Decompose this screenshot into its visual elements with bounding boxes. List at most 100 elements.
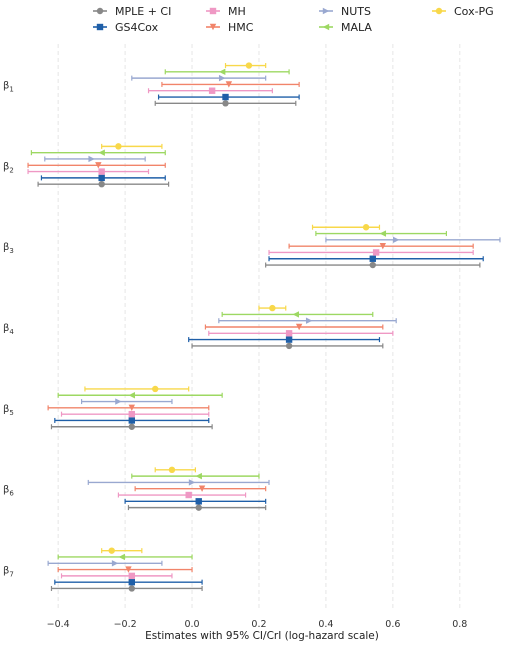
point-estimate xyxy=(195,498,202,505)
point-estimate xyxy=(128,423,135,430)
ci-row xyxy=(54,417,210,424)
legend-item: NUTS xyxy=(319,5,371,18)
ci-row xyxy=(325,236,501,244)
point-estimate xyxy=(95,162,102,169)
point-estimate xyxy=(379,230,387,237)
point-estimate xyxy=(362,224,370,231)
ci-row xyxy=(60,410,210,418)
y-tick-label-sub: 6 xyxy=(9,490,14,498)
legend-label: MH xyxy=(228,5,246,18)
legend-item: MH xyxy=(206,5,246,18)
point-estimate xyxy=(245,62,253,69)
ci-row xyxy=(101,143,163,150)
point-estimate xyxy=(128,410,135,418)
ci-row xyxy=(288,242,474,250)
legend-label: HMC xyxy=(228,21,254,34)
y-tick-label: β3 xyxy=(3,242,14,255)
legend-item: MPLE + CI xyxy=(93,5,171,18)
ci-row xyxy=(224,62,267,69)
legend-marker xyxy=(322,7,330,15)
point-estimate xyxy=(188,479,196,486)
y-tick-label-sub: 4 xyxy=(9,328,14,336)
ci-row xyxy=(127,504,267,511)
point-estimate xyxy=(125,566,132,573)
point-estimate xyxy=(115,143,122,150)
point-estimate xyxy=(222,93,229,101)
point-estimate xyxy=(195,472,202,480)
legend-marker xyxy=(96,7,104,15)
y-tick-label-sub: 3 xyxy=(9,247,13,255)
point-estimate xyxy=(152,385,159,393)
parameter-group xyxy=(47,547,203,592)
y-tick-label: β1 xyxy=(3,80,14,93)
ci-row xyxy=(101,547,143,554)
point-estimate xyxy=(98,174,105,182)
point-estimate xyxy=(218,74,226,82)
y-tick-label-base: β xyxy=(3,323,9,334)
point-estimate xyxy=(285,336,293,343)
ci-row xyxy=(84,385,190,393)
ci-row xyxy=(57,392,223,399)
point-estimate xyxy=(128,417,135,424)
legend-marker xyxy=(435,7,443,15)
y-tick-label: β5 xyxy=(3,404,14,417)
point-estimate xyxy=(285,342,293,350)
ci-row xyxy=(60,572,173,580)
ci-row xyxy=(221,311,374,318)
ci-row xyxy=(268,249,474,256)
x-tick-labels: −0.4 −0.2 0.0 0.2 0.4 0.6 0.8 xyxy=(47,619,468,630)
ci-row xyxy=(191,342,384,350)
legend-label: GS4Cox xyxy=(115,21,159,34)
y-tick-label-sub: 7 xyxy=(9,571,13,579)
y-tick-label-base: β xyxy=(3,485,9,496)
legend-label: MPLE + CI xyxy=(115,5,171,18)
ci-row xyxy=(265,261,481,269)
ci-row xyxy=(37,180,170,188)
ci-row xyxy=(131,472,260,480)
ci-row xyxy=(131,74,267,82)
point-estimate xyxy=(393,236,400,244)
ci-row xyxy=(268,255,484,262)
point-estimate xyxy=(305,317,313,324)
ci-row xyxy=(218,317,397,324)
ci-row xyxy=(161,81,300,88)
point-estimate xyxy=(372,249,380,256)
ci-row xyxy=(208,330,394,337)
point-estimate xyxy=(369,261,376,269)
point-estimate xyxy=(98,180,105,188)
ci-row xyxy=(154,100,297,107)
parameter-group xyxy=(47,385,223,430)
y-tick-label-base: β xyxy=(3,242,9,253)
y-tick-label-sub: 2 xyxy=(9,166,13,174)
point-estimate xyxy=(285,330,293,337)
point-estimate xyxy=(198,485,206,492)
x-tick-label: −0.4 xyxy=(47,619,70,630)
ci-row xyxy=(50,585,203,592)
point-estimate xyxy=(98,168,105,175)
legend-item: MALA xyxy=(319,21,372,34)
ci-row xyxy=(54,578,203,586)
ci-row xyxy=(157,93,300,101)
ci-row xyxy=(124,498,267,505)
parameter-group xyxy=(265,224,501,269)
parameter-group xyxy=(131,62,300,107)
ci-row xyxy=(27,168,150,175)
confidence-intervals xyxy=(27,62,501,592)
point-estimate xyxy=(98,149,105,156)
ci-row xyxy=(134,485,267,492)
point-estimate xyxy=(225,81,233,88)
point-estimate xyxy=(128,392,135,399)
point-estimate xyxy=(369,255,376,262)
point-estimate xyxy=(168,466,176,474)
x-tick-label: 0.2 xyxy=(251,619,266,630)
y-tick-label: β7 xyxy=(3,566,14,579)
point-estimate xyxy=(111,560,119,567)
ci-row xyxy=(57,553,193,561)
legend-marker xyxy=(209,23,217,31)
point-estimate xyxy=(379,242,387,250)
x-tick-label: 0.6 xyxy=(385,619,400,630)
point-estimate xyxy=(88,155,95,163)
x-tick-label: 0.0 xyxy=(184,619,199,630)
y-tick-label-base: β xyxy=(3,404,9,415)
